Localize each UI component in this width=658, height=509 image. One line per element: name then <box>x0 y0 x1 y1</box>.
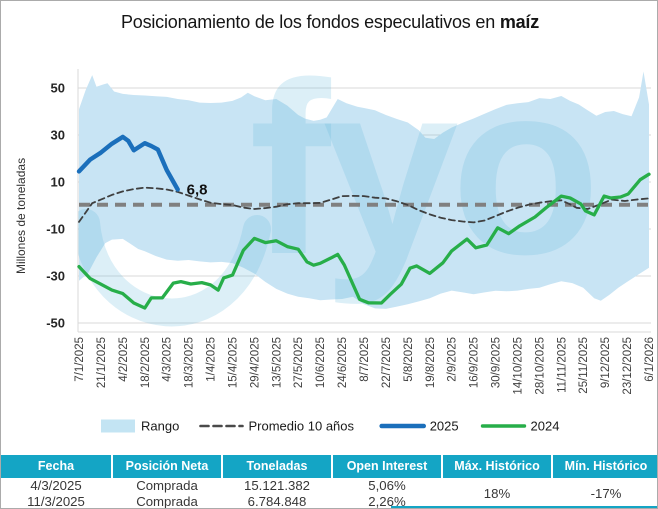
fyo-watermark: fyo <box>78 31 601 327</box>
x-tick-label: 7/1/2025 <box>74 337 86 382</box>
col-header-open-interest: Open Interest <box>333 455 441 478</box>
x-tick-label: 2/9/2025 <box>447 337 459 382</box>
x-tick-label: 19/8/2025 <box>425 337 437 388</box>
table-body: 4/3/2025 Comprada 15.121.382 5,06% 11/3/… <box>1 478 657 509</box>
positions-table: Fecha Posición Neta Toneladas Open Inter… <box>1 455 657 509</box>
cell-openint-1: 5,06% <box>368 478 406 493</box>
x-tick-label: 16/9/2025 <box>469 337 481 388</box>
x-tick-label: 13/5/2025 <box>271 337 283 388</box>
cell-toneladas-1: 15.121.382 <box>243 478 310 493</box>
x-tick-label: 4/2/2025 <box>118 337 130 382</box>
cell-toneladas-2: 6.784.848 <box>247 494 307 509</box>
legend-item-2025: 2025 <box>379 419 459 434</box>
watermark-swoosh-icon <box>78 209 271 327</box>
page-title: Posicionamiento de los fondos especulati… <box>1 12 657 33</box>
x-tick-label: 30/9/2025 <box>491 337 503 388</box>
x-tick-label: 22/7/2025 <box>381 337 393 388</box>
x-tick-label: 23/12/2025 <box>622 337 634 395</box>
cell-openint-2: 2,26% <box>368 494 406 509</box>
x-tick-label: 9/12/2025 <box>600 337 612 388</box>
legend-label: 2024 <box>531 419 560 434</box>
y-axis-title: Millones de toneladas <box>14 157 28 274</box>
legend-label: 2025 <box>430 419 459 434</box>
range-band <box>79 71 649 309</box>
cell-posicion-1: Comprada <box>136 478 198 493</box>
y-tick-label: 30 <box>51 128 65 143</box>
watermark-text: fyo <box>249 31 593 305</box>
cell-fecha-1: 4/3/2025 <box>30 478 82 493</box>
legend-label: Rango <box>141 419 179 434</box>
x-tick-label: 28/10/2025 <box>534 337 546 395</box>
table-bottom-rule <box>391 505 657 508</box>
series-line-2024 <box>77 172 651 310</box>
series-line-2025 <box>76 134 180 192</box>
col-header-max-historico: Máx. Histórico <box>443 455 551 478</box>
x-tick-label: 29/4/2025 <box>249 337 261 388</box>
x-tick-label: 21/1/2025 <box>96 337 108 388</box>
legend-band-swatch-icon <box>101 419 135 433</box>
x-tick-label: 27/5/2025 <box>293 337 305 388</box>
x-tick-label: 18/3/2025 <box>184 337 196 388</box>
y-tick-label: 10 <box>51 175 65 190</box>
cell-fecha-2: 11/3/2025 <box>27 494 85 509</box>
legend-item-promedio-10-años: Promedio 10 años <box>199 419 355 434</box>
x-tick-label: 15/4/2025 <box>228 337 240 388</box>
y-tick-label: -30 <box>46 269 65 284</box>
x-tick-label: 8/7/2025 <box>359 337 371 382</box>
x-tick-label: 25/11/2025 <box>578 337 590 394</box>
y-tick-label: 50 <box>51 81 65 96</box>
y-tick-label: -10 <box>46 222 65 237</box>
positioning-chart: fyo 6,8 50 30 10 -10 -30 -50 7/1/2025 21/1/2025 4/… <box>46 31 656 434</box>
title-commodity: maíz <box>499 12 540 32</box>
x-tick-label: 14/10/2025 <box>513 337 525 395</box>
last-value-annotation: 6,8 <box>187 182 208 199</box>
x-tick-label: 10/6/2025 <box>315 337 327 388</box>
col-header-fecha: Fecha <box>1 455 111 478</box>
legend-label: Promedio 10 años <box>249 419 355 434</box>
x-tick-label: 11/11/2025 <box>556 337 568 393</box>
x-tick-label: 6/1/2026 <box>644 337 656 382</box>
x-tick-label: 18/2/2025 <box>140 337 152 388</box>
y-tick-label: -50 <box>46 316 65 331</box>
col-header-posicion-neta: Posición Neta <box>113 455 221 478</box>
cell-min-historico: -17% <box>590 486 622 501</box>
legend-item-rango: Rango <box>101 419 179 434</box>
col-header-min-historico: Mín. Histórico <box>553 455 657 478</box>
x-tick-label: 5/8/2025 <box>403 337 415 382</box>
legend: Rango Promedio 10 años 2025 2024 <box>101 419 559 434</box>
cell-max-historico: 18% <box>483 486 511 501</box>
table-header-row: Fecha Posición Neta Toneladas Open Inter… <box>1 455 657 478</box>
x-tick-label: 1/4/2025 <box>206 337 218 382</box>
title-prefix: Posicionamiento de los fondos especulati… <box>120 12 500 32</box>
x-tick-label: 24/6/2025 <box>337 337 349 388</box>
legend-item-2024: 2024 <box>480 419 560 434</box>
cell-posicion-2: Comprada <box>136 494 198 509</box>
col-header-toneladas: Toneladas <box>223 455 331 478</box>
x-tick-label: 4/3/2025 <box>162 337 174 382</box>
